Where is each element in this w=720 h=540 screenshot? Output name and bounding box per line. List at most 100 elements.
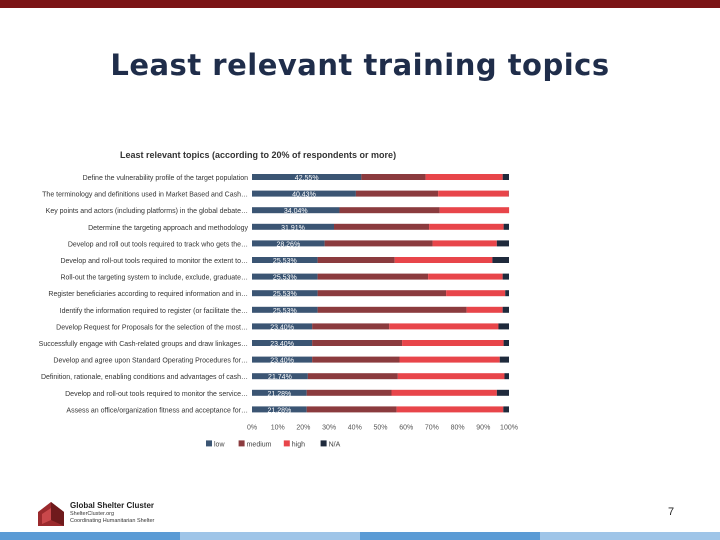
bottom-accent-bar [0, 532, 720, 540]
org-url: ShelterCluster.org [70, 511, 115, 517]
bar-segment-high [439, 207, 510, 214]
bar-segment-low [252, 356, 313, 363]
data-label: 31.91% [281, 225, 305, 232]
legend-label: low [214, 441, 225, 448]
category-label: Develop Request for Proposals for the se… [56, 324, 248, 331]
data-label: 25.53% [273, 258, 297, 265]
chart-title: Least relevant topics (according to 20% … [120, 150, 396, 160]
bar-segment-medium [317, 273, 429, 280]
bar-segment-low [252, 373, 308, 380]
x-tick-label: 100% [500, 424, 518, 431]
bar-segment-na [504, 373, 509, 380]
data-label: 25.53% [273, 275, 297, 282]
legend-label: medium [247, 441, 272, 448]
category-label: Develop and roll-out tools required to m… [65, 391, 248, 398]
x-tick-label: 70% [425, 424, 439, 431]
bar-segment-na [498, 323, 509, 330]
legend-swatch [283, 440, 290, 447]
category-label: Develop and agree upon Standard Operatin… [53, 358, 248, 365]
bar-segment-low [252, 174, 362, 180]
data-label: 21.74% [268, 374, 292, 381]
x-tick-label: 10% [271, 424, 285, 431]
category-label: The terminology and definitions used in … [42, 192, 248, 199]
page-number: 7 [668, 506, 675, 518]
bar-segment-low [252, 406, 307, 413]
legend-label: N/A [329, 441, 341, 448]
bar-segment-low [252, 190, 356, 197]
top-accent-bar [0, 0, 720, 8]
bar-segment-medium [312, 340, 403, 346]
org-tagline: Coordinating Humanitarian Shelter [70, 518, 155, 524]
x-tick-label: 60% [399, 424, 413, 431]
bar-segment-high [446, 290, 506, 297]
x-tick-label: 90% [476, 424, 490, 431]
legend-swatch [238, 440, 245, 447]
bar-segment-medium [355, 190, 439, 197]
bar-segment-high [438, 190, 509, 197]
data-label: 23.40% [270, 341, 294, 348]
data-label: 42.55% [295, 175, 319, 182]
page-title: Least relevant training topics [110, 48, 610, 82]
shelter-cluster-logo-icon [38, 502, 64, 526]
bar-segment-medium [312, 323, 390, 330]
bar-segment-medium [324, 240, 433, 247]
bar-segment-high [402, 340, 504, 346]
bar-segment-na [505, 290, 509, 297]
x-tick-label: 0% [247, 424, 257, 431]
bar-segment-medium [317, 306, 467, 313]
data-label: 28.26% [276, 241, 300, 248]
data-label: 34.04% [284, 208, 308, 215]
category-label: Assess an office/organization fitness an… [66, 407, 248, 414]
stacked-bar-chart: Least relevant topics (according to 20% … [39, 150, 518, 448]
bar-segment-low [252, 207, 340, 214]
bar-segment-medium [306, 389, 392, 396]
x-tick-label: 80% [451, 424, 465, 431]
bar-segment-high [394, 257, 493, 263]
bar-segment-medium [306, 406, 397, 413]
data-label: 23.40% [270, 358, 294, 365]
bar-segment-na [499, 356, 509, 363]
org-name: Global Shelter Cluster [70, 501, 155, 510]
x-tick-label: 40% [348, 424, 362, 431]
bar-segment-high [432, 240, 497, 247]
bar-segment-na [496, 240, 509, 247]
bar-segment-medium [312, 356, 400, 363]
bar-segment-high [428, 273, 503, 280]
data-label: 40.43% [292, 192, 316, 199]
bar-segment-na [496, 389, 509, 396]
bar-segment-medium [307, 373, 398, 380]
bar-segment-high [396, 406, 504, 413]
bar-segment-na [502, 273, 509, 280]
bar-segment-medium [317, 290, 447, 297]
bar-segment-high [397, 373, 505, 380]
bar-segment-na [502, 174, 509, 180]
bar-segment-low [252, 323, 313, 330]
bar-segment-na [503, 406, 509, 413]
legend-swatch [320, 440, 327, 447]
bar-segment-high [425, 174, 503, 180]
bar-segment-low [252, 223, 335, 230]
bar-segment-high [399, 356, 500, 363]
bar-segment-low [252, 389, 307, 396]
category-label: Register beneficiaries according to requ… [48, 291, 248, 298]
x-tick-label: 50% [373, 424, 387, 431]
category-label: Roll-out the targeting system to include… [60, 275, 248, 282]
category-label: Define the vulnerability profile of the … [83, 175, 248, 182]
data-label: 21.28% [267, 407, 291, 414]
bar-segment-na [492, 257, 509, 263]
bar-segment-high [391, 389, 497, 396]
bar-segment-medium [317, 257, 395, 263]
bar-segment-low [252, 240, 325, 247]
bar-segment-low [252, 273, 318, 280]
bar-segment-low [252, 257, 318, 263]
category-label: Develop and roll-out tools required to m… [60, 258, 248, 265]
legend-label: high [292, 441, 305, 448]
bar-segment-na [503, 223, 509, 230]
bar-segment-na [503, 340, 509, 346]
category-label: Determine the targeting approach and met… [88, 225, 248, 232]
bar-segment-medium [339, 207, 440, 214]
legend-swatch [206, 440, 212, 447]
bar-segment-high [429, 223, 504, 230]
x-tick-label: 30% [322, 424, 336, 431]
data-label: 25.53% [273, 308, 297, 315]
